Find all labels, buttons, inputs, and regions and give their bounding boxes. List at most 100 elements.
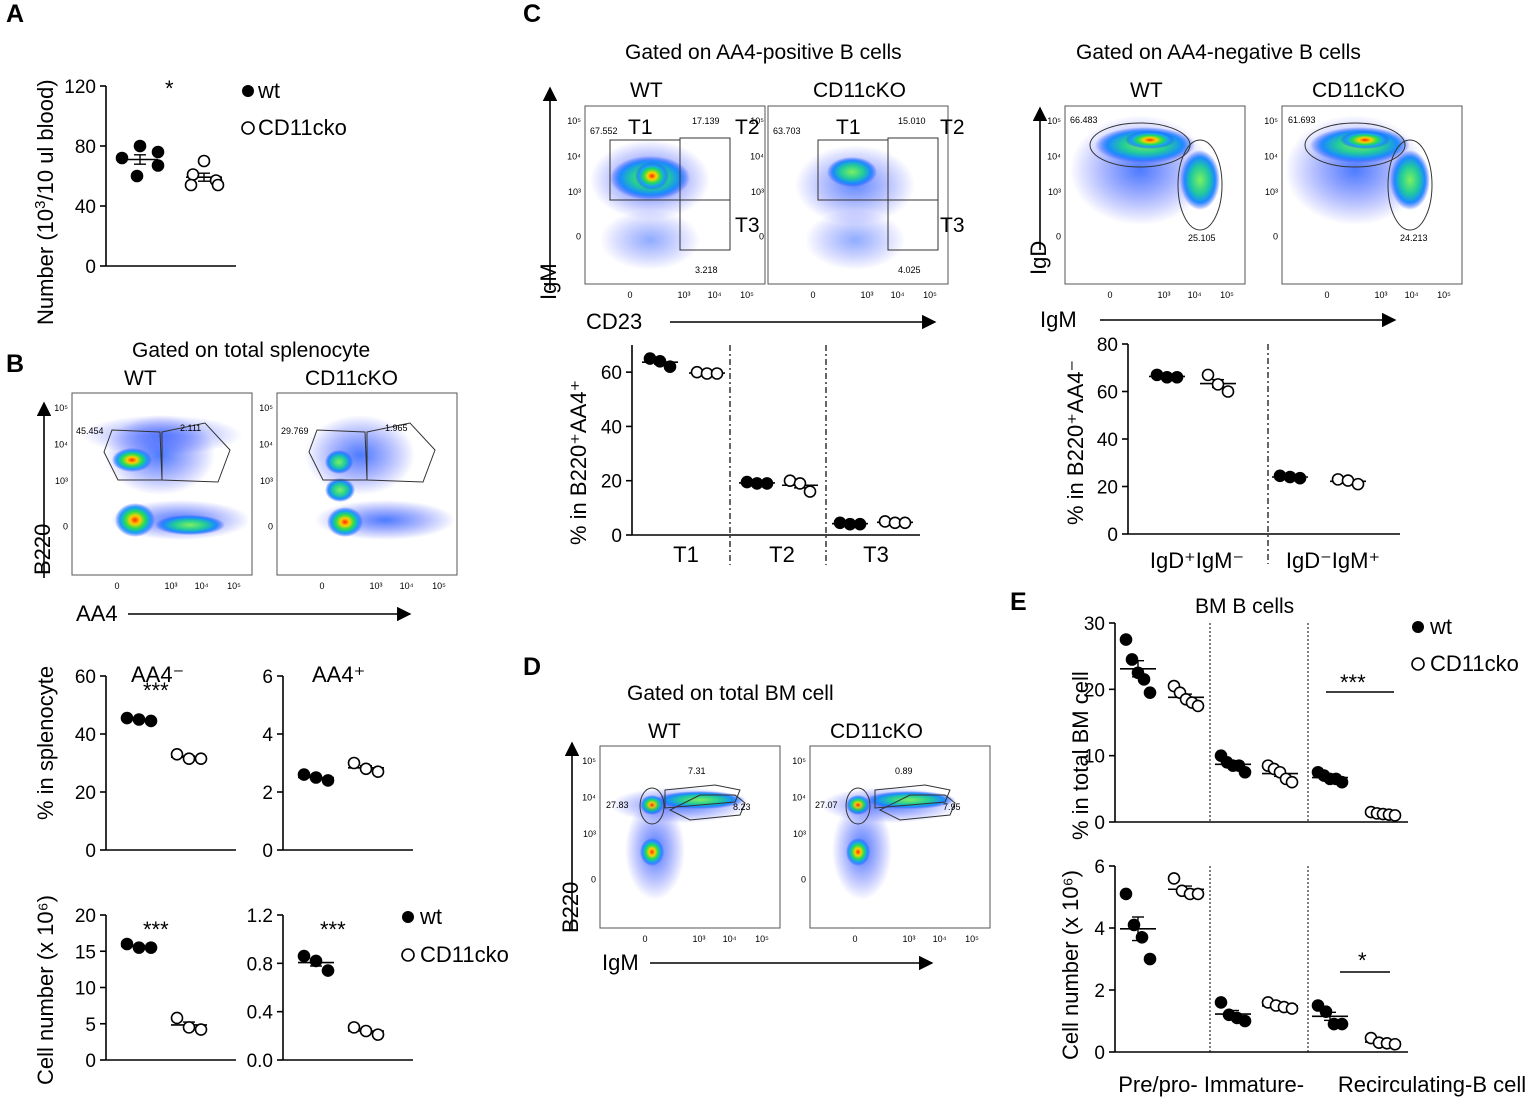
a-ytick: 0 <box>85 257 96 278</box>
panel-a-ylabel: Number (103/10 ul blood) <box>32 79 59 325</box>
b-pct-neg-wt-point <box>132 713 146 726</box>
b-pct-neg-wt-point <box>120 711 134 725</box>
b-pct-pos-ytick: 6 <box>262 667 273 688</box>
e-num-wt-point <box>1127 918 1141 932</box>
b-num-neg-significance: *** <box>143 917 169 942</box>
flow-xtick: 10⁵ <box>1437 290 1451 300</box>
flow-ytick: 10⁵ <box>259 403 273 413</box>
b-num-pos-wt-point <box>321 964 335 977</box>
b-num-pos-wt-point <box>297 949 311 963</box>
e-pct-ytick: 30 <box>1084 614 1105 635</box>
e-num-wt-point <box>1319 1005 1333 1019</box>
b-num-neg-cko-point <box>170 1011 184 1025</box>
a-wt-point <box>130 169 144 183</box>
c-right-cko-point <box>1221 385 1235 398</box>
flow-xtick: 10³ <box>692 934 705 944</box>
panel-label-b: B <box>6 350 24 378</box>
d-wt-g1: 7.31 <box>688 766 706 776</box>
flow-xtick: 0 <box>642 934 647 944</box>
b-num-pos-cko-point <box>359 1024 373 1038</box>
b-pct-neg-ytick: 40 <box>75 725 96 746</box>
e-pct-cko-point <box>1388 809 1402 822</box>
legend-cko-marker <box>241 121 255 135</box>
flow-ytick: 10⁴ <box>567 151 581 161</box>
c-left-category: T3 <box>863 542 889 567</box>
b-legend-cko-label: CD11cko <box>420 942 509 967</box>
flow-ytick: 10³ <box>583 829 596 839</box>
c-wt-t3-pct: 3.218 <box>695 265 718 275</box>
c-right-category: IgD⁻IgM⁺ <box>1286 548 1380 573</box>
flow-ytick: 0 <box>63 522 68 532</box>
flow-ytick: 10⁴ <box>54 440 68 450</box>
flow-xtick: 10⁵ <box>432 581 446 591</box>
c-left-xaxis: CD23 <box>586 309 642 334</box>
c-right-wt-b: 25.105 <box>1188 233 1216 243</box>
b-num-pos-ytick: 0.8 <box>247 954 273 975</box>
flow-ytick: 10⁵ <box>582 756 596 766</box>
e-num-cko-point <box>1167 872 1181 885</box>
flow-xtick: 10⁴ <box>933 934 947 944</box>
flow-xtick: 0 <box>114 581 119 591</box>
b-yaxis-label: B220 <box>30 524 55 575</box>
c-left-ytick: 20 <box>601 472 622 493</box>
c-right-cko-point <box>1351 477 1365 491</box>
b-legend-wt-label: wt <box>419 904 442 929</box>
panel-label-a: A <box>6 0 24 28</box>
b-pct-neg-wt-point <box>144 714 158 728</box>
flow-xtick: 10⁵ <box>740 290 754 300</box>
b-pct-pos-wt-point <box>321 774 335 787</box>
flow-ytick: 10³ <box>751 187 764 197</box>
b-pct-neg-ytick: 20 <box>75 783 96 804</box>
b-wt-gate-left: 45.454 <box>76 426 104 436</box>
e-pct-wt-point <box>1119 633 1133 646</box>
b-cko-gate-left: 29.769 <box>281 426 309 436</box>
flow-ytick: 10⁵ <box>792 756 806 766</box>
flow-xtick: 10⁵ <box>965 934 979 944</box>
b-num-pos-cko-point <box>347 1021 361 1034</box>
b-num-neg-wt-point <box>132 941 146 954</box>
e-pct-cko-point <box>1285 775 1299 789</box>
panel-a-significance: * <box>165 76 174 101</box>
panel-b-title: Gated on total splenocyte <box>132 339 370 362</box>
c-right-wt: WT <box>1130 79 1163 102</box>
c-left-wt-point <box>653 354 667 368</box>
flow-ytick: 10⁵ <box>1047 116 1061 126</box>
b-num-pos-ytick: 0.4 <box>247 1003 274 1024</box>
c-right-ytick: 60 <box>1097 383 1118 404</box>
a-ytick: 120 <box>64 77 96 98</box>
b-num-neg-wt-point <box>144 941 158 954</box>
flow-ytick: 10³ <box>260 476 273 486</box>
e-legend-wt-marker <box>1412 621 1424 633</box>
a-wt-point <box>115 151 129 165</box>
b-num-neg-ytick: 20 <box>75 906 96 927</box>
flow-xtick: 10⁵ <box>1220 290 1234 300</box>
b-num-neg-cko-point <box>182 1021 196 1034</box>
c-left-ytick: 40 <box>601 417 622 438</box>
flow-xtick: 0 <box>852 934 857 944</box>
d-cko-g2: 27.07 <box>815 800 838 810</box>
a-wt-point <box>151 145 165 159</box>
c-left-cko: CD11cKO <box>813 79 906 102</box>
e-pct-wt-point <box>1238 765 1252 779</box>
c-left-yaxis: IgM <box>536 263 561 300</box>
flow-xtick: 10³ <box>902 934 915 944</box>
e-num-wt-point <box>1335 1017 1349 1031</box>
c-right-ytick: 0 <box>1107 525 1118 546</box>
flow-ytick: 0 <box>576 232 581 242</box>
flow-ytick: 10⁴ <box>1047 151 1061 161</box>
legend-cko-label: CD11cko <box>258 115 347 140</box>
c-right-cko-a: 61.693 <box>1288 115 1316 125</box>
e-num-ylabel: Cell number (x 10⁶) <box>1058 870 1083 1060</box>
c-cko-t3-pct: 4.025 <box>898 265 921 275</box>
panel-label-c: C <box>523 0 541 28</box>
c-wt-t2-label: T2 <box>735 116 760 139</box>
c-left-ytick: 60 <box>601 363 622 384</box>
flow-xtick: 10⁴ <box>708 290 722 300</box>
c-right-wt-point <box>1150 368 1164 382</box>
b-wt-gate-right: 2.111 <box>180 423 201 433</box>
flow-ytick: 0 <box>591 875 596 885</box>
e-pct-ylabel: % in total BM cell <box>1068 671 1093 840</box>
d-cko: CD11cKO <box>830 720 923 743</box>
a-ytick: 40 <box>75 197 96 218</box>
c-right-title: Gated on AA4-negative B cells <box>1076 41 1361 64</box>
